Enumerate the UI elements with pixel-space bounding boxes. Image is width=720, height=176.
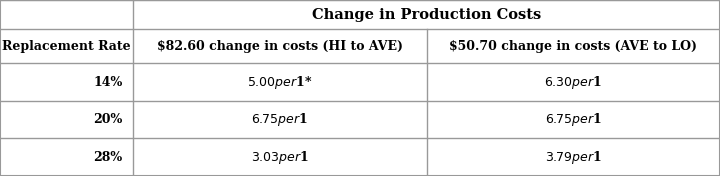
Text: 28%: 28% xyxy=(94,151,122,164)
Text: 14%: 14% xyxy=(93,76,122,89)
Text: 20%: 20% xyxy=(93,113,122,126)
Text: $6.30 per $1: $6.30 per $1 xyxy=(544,74,603,91)
Text: Change in Production Costs: Change in Production Costs xyxy=(312,8,541,21)
Text: $50.70 change in costs (AVE to LO): $50.70 change in costs (AVE to LO) xyxy=(449,40,697,53)
Text: Replacement Rate: Replacement Rate xyxy=(2,40,131,53)
Text: $6.75 per $1: $6.75 per $1 xyxy=(251,111,308,128)
Text: $6.75 per $1: $6.75 per $1 xyxy=(545,111,602,128)
Text: $5.00 per $1*: $5.00 per $1* xyxy=(247,74,312,91)
Text: $82.60 change in costs (HI to AVE): $82.60 change in costs (HI to AVE) xyxy=(157,40,403,53)
Text: $3.03 per $1: $3.03 per $1 xyxy=(251,149,309,166)
Text: $3.79 per $1: $3.79 per $1 xyxy=(545,149,602,166)
